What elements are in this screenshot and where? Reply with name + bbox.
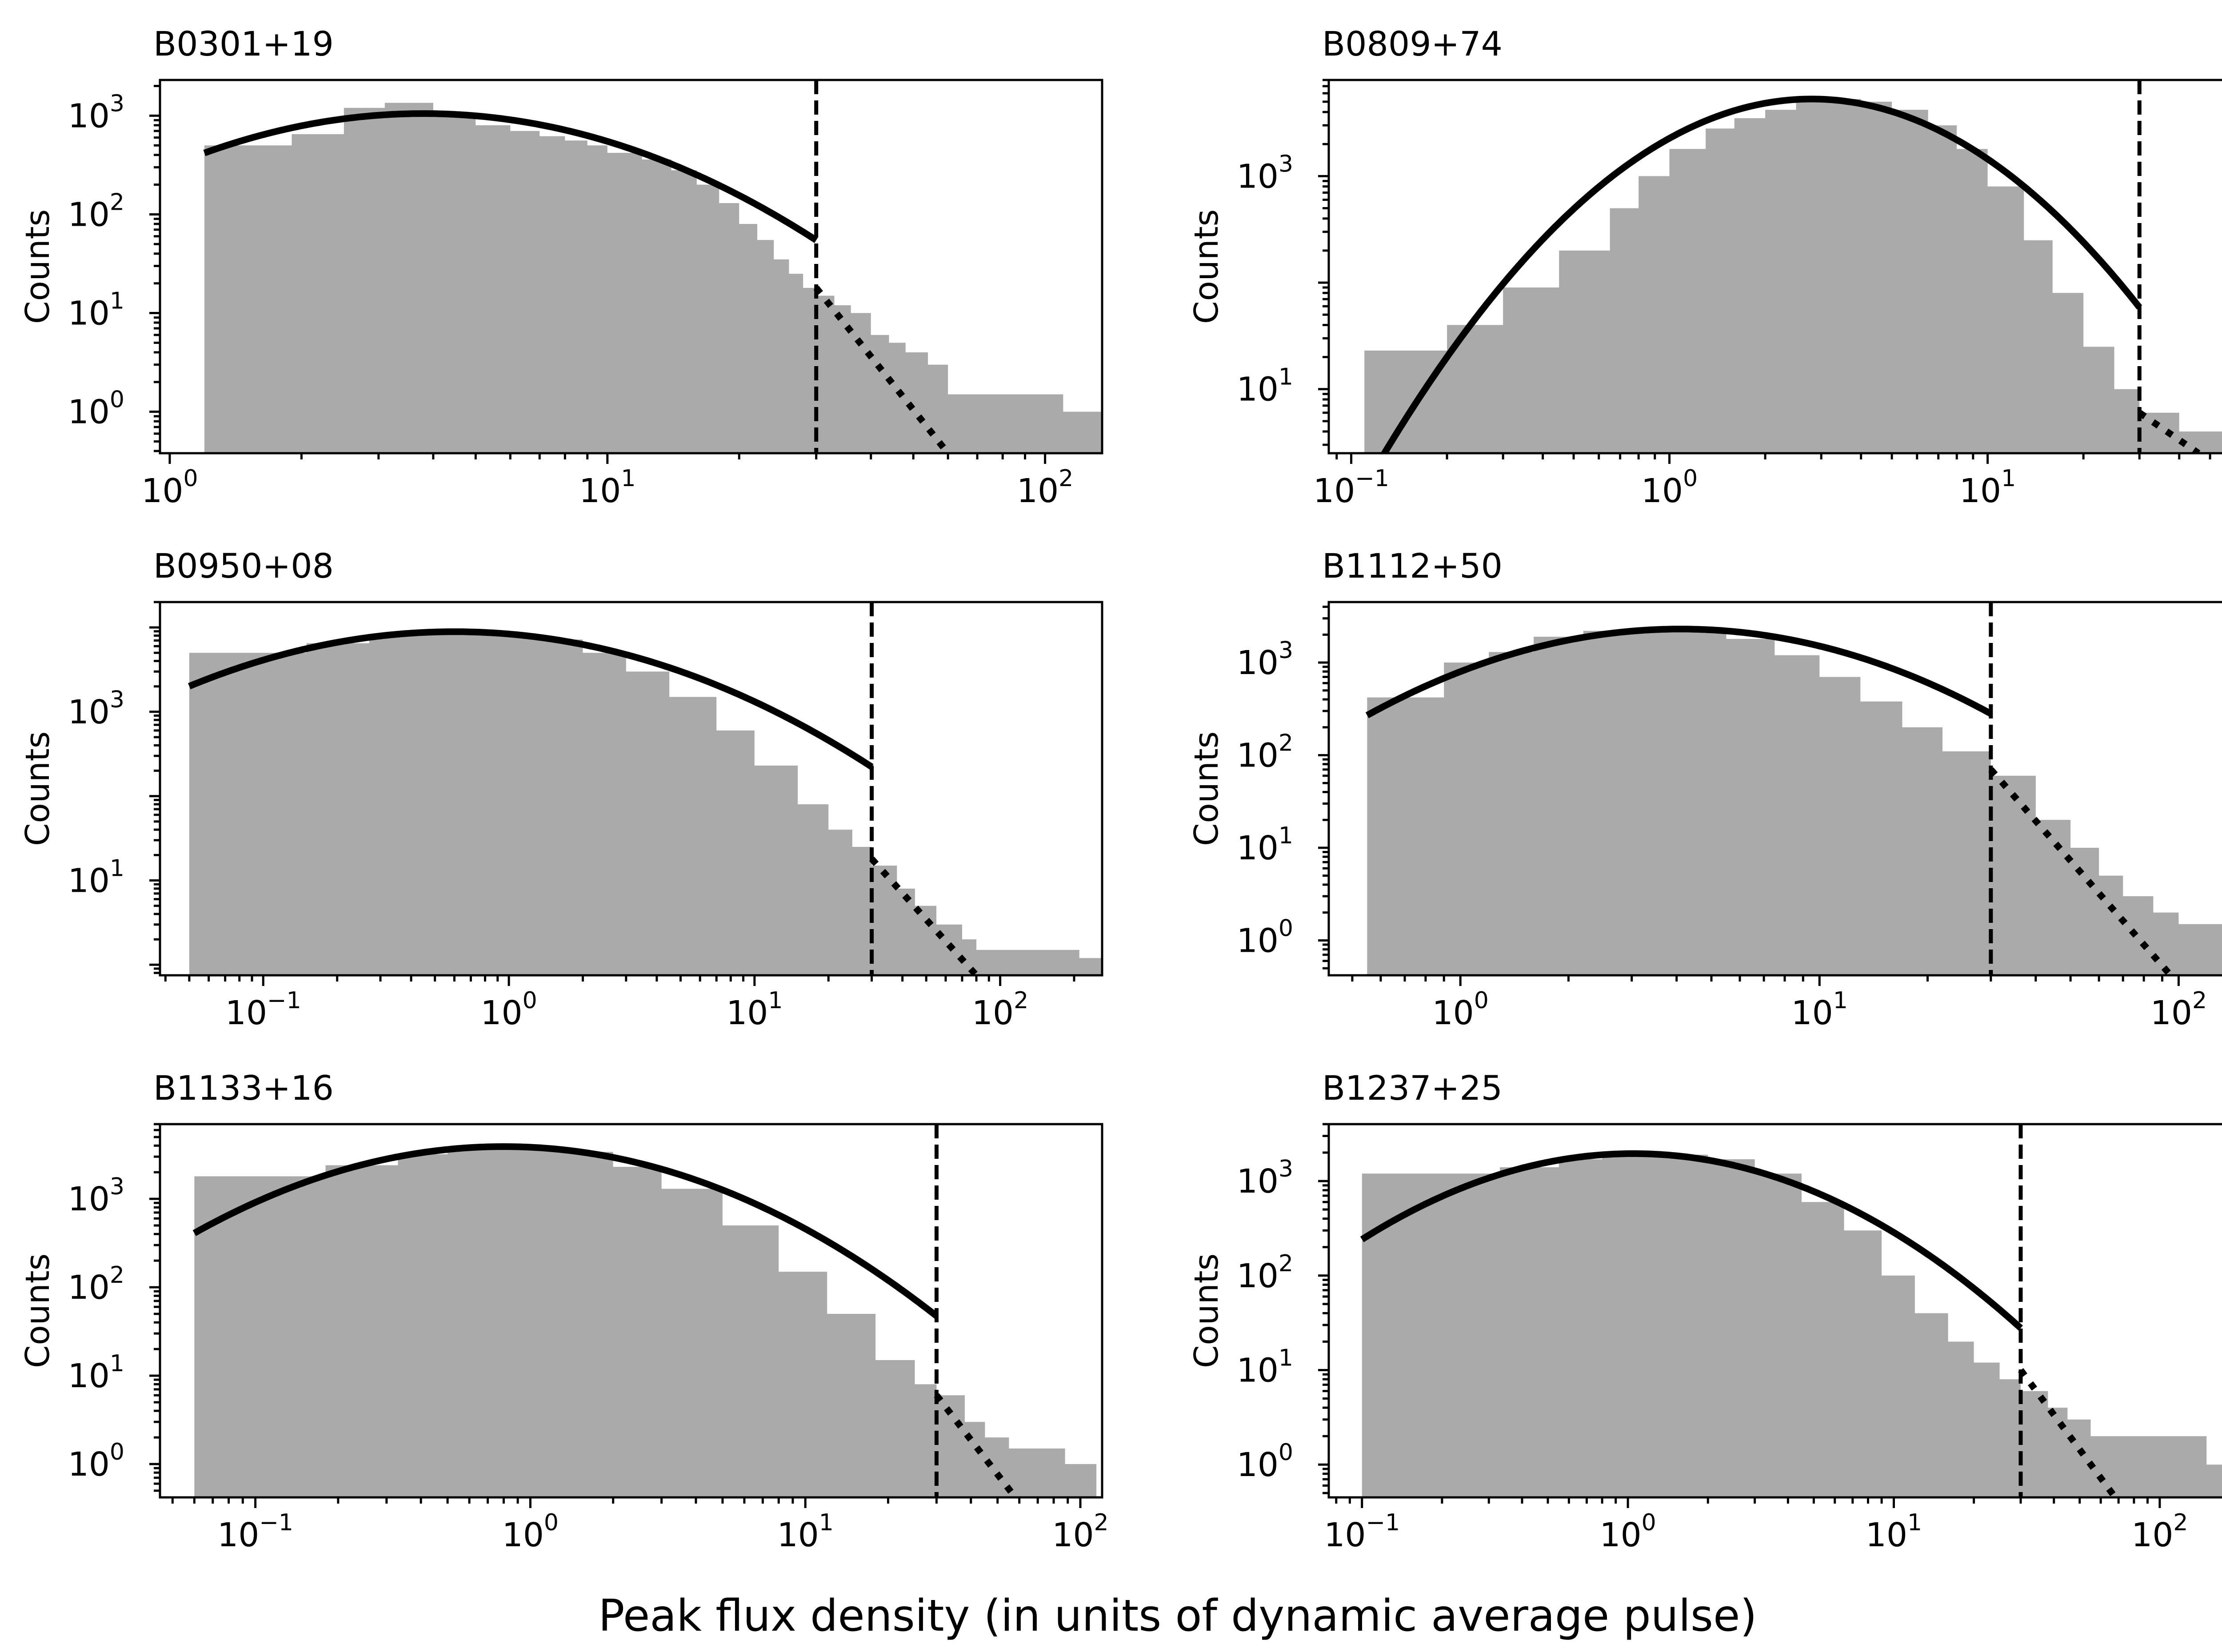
y-tick-label: 103: [1237, 637, 1293, 682]
x-tick-label: 100: [141, 465, 198, 510]
y-tick-label: 102: [68, 189, 124, 234]
y-axis-label: Counts: [1187, 731, 1226, 846]
x-tick-label: 102: [1052, 1509, 1108, 1554]
y-tick-label: 103: [68, 686, 124, 731]
x-axis: 10−1 100 101 102: [1324, 1497, 2188, 1554]
panel-b0950-08: 10−1 100 101 102 101 103 Counts B0950+08: [19, 546, 1103, 1032]
y-tick-label: 103: [1237, 151, 1293, 196]
panel-title: B0301+19: [153, 24, 334, 64]
panel-title: B0950+08: [153, 546, 334, 586]
x-tick-label: 102: [2150, 987, 2207, 1032]
x-tick-label: 10−1: [217, 1509, 293, 1554]
y-axis: 100 101 102 103: [1237, 606, 1329, 970]
panel-title: B1112+50: [1322, 546, 1503, 586]
x-tick-label: 10−1: [225, 987, 301, 1032]
y-tick-label: 103: [68, 90, 124, 135]
x-tick-label: 102: [2131, 1509, 2188, 1554]
y-axis: 100 101 102 103: [68, 84, 160, 452]
axes-frame: [159, 601, 1103, 977]
x-tick-label: 101: [777, 1509, 834, 1554]
powerlaw-tail-line: [2138, 410, 2201, 453]
powerlaw-tail-line: [934, 1393, 1018, 1497]
y-tick-label: 101: [68, 288, 124, 333]
y-tick-label: 100: [68, 1439, 124, 1484]
y-axis-label: Counts: [19, 731, 57, 846]
y-axis: 100 101 102 103: [1237, 1123, 1329, 1494]
histogram-bars: [1364, 99, 2222, 453]
x-tick-label: 101: [1866, 1509, 1922, 1554]
y-tick-label: 100: [1237, 1439, 1293, 1484]
x-tick-label: 100: [1641, 465, 1698, 510]
y-tick-label: 102: [1237, 1250, 1293, 1295]
x-tick-label: 100: [502, 1509, 559, 1554]
panel-b1133-16: 10−1 100 101 102 100 101 102 103 Counts B1133+16: [19, 1068, 1109, 1554]
histogram-bars: [189, 632, 1102, 975]
y-axis-label: Counts: [19, 209, 57, 324]
x-axis: 100 101 102: [1351, 975, 2207, 1032]
lognormal-fit-line: [203, 110, 818, 243]
x-axis: 10−1 100 101: [1313, 453, 2211, 510]
x-tick-label: 101: [1959, 465, 2016, 510]
panel-b1237-25: 10−1 100 101 102 100 101 102 103 Counts B1237+25: [1187, 1068, 2222, 1554]
histogram-bars: [1362, 1153, 2222, 1497]
x-tick-label: 101: [579, 465, 635, 510]
powerlaw-tail-line: [1988, 767, 2174, 975]
panel-title: B1133+16: [153, 1068, 334, 1108]
y-axis: 101 103: [1237, 79, 1329, 446]
x-tick-label: 102: [972, 987, 1028, 1032]
x-tick-label: 10−1: [1313, 465, 1389, 510]
y-axis: 101 103: [68, 601, 160, 974]
x-tick-label: 10−1: [1324, 1509, 1400, 1554]
panel-title: B0809+74: [1322, 24, 1503, 64]
axes-frame: [159, 1123, 1103, 1499]
plot-area: [188, 602, 1102, 975]
y-axis: 100 101 102 103: [68, 1123, 160, 1492]
x-tick-label: 101: [726, 987, 783, 1032]
y-tick-label: 102: [1237, 730, 1293, 775]
y-tick-label: 100: [68, 387, 124, 431]
panel-b1112-50: 100 101 102 100 101 102 103 Counts B1112+50: [1187, 546, 2222, 1032]
y-tick-label: 103: [68, 1173, 124, 1218]
y-tick-label: 100: [1237, 915, 1293, 960]
x-tick-label: 100: [480, 987, 537, 1032]
x-axis: 10−1 100 101 102: [164, 975, 1075, 1032]
x-tick-label: 101: [1791, 987, 1848, 1032]
y-tick-label: 101: [68, 855, 124, 900]
lognormal-fit-line: [1365, 626, 1993, 718]
y-axis-label: Counts: [1187, 209, 1226, 324]
plot-area: [1365, 602, 2222, 975]
panel-b0809-74: 10−1 100 101 101 103 Counts B0809+74: [1187, 24, 2222, 510]
axes-frame: [1327, 1123, 2222, 1499]
y-axis-label: Counts: [1187, 1253, 1226, 1368]
powerlaw-tail-line: [2018, 1368, 2118, 1497]
plot-area: [203, 80, 1102, 453]
figure-x-axis-label: Peak flux density (in units of dynamic a…: [598, 1591, 1757, 1641]
x-tick-label: 100: [1599, 1509, 1656, 1554]
x-tick-label: 100: [1432, 987, 1489, 1032]
plot-area: [1360, 1124, 2222, 1497]
y-tick-label: 101: [68, 1350, 124, 1395]
panel-b0301-19: 100 101 102 100 101 102 103 Counts B0301+19: [19, 24, 1103, 510]
y-tick-label: 102: [68, 1262, 124, 1307]
powerlaw-tail-line: [813, 286, 951, 453]
lognormal-fit-line: [1360, 1150, 2023, 1331]
y-axis-label: Counts: [19, 1253, 57, 1368]
lognormal-fit-line: [188, 628, 874, 770]
y-tick-label: 101: [1237, 822, 1293, 867]
lognormal-fit-line: [192, 1143, 939, 1319]
y-tick-label: 103: [1237, 1156, 1293, 1201]
histogram-bars: [194, 1146, 1097, 1497]
y-tick-label: 101: [1237, 364, 1293, 409]
histogram-bars: [1367, 629, 2222, 975]
x-axis: 10−1 100 101 102: [171, 1497, 1109, 1554]
plot-area: [1364, 80, 2222, 453]
axes-frame: [1327, 79, 2222, 455]
panel-title: B1237+25: [1322, 1068, 1503, 1108]
x-tick-label: 102: [1017, 465, 1073, 510]
y-tick-label: 101: [1237, 1345, 1293, 1390]
lognormal-fit-line: [1380, 96, 2142, 453]
x-axis: 100 101 102: [141, 453, 1073, 510]
plot-area: [192, 1124, 1097, 1497]
